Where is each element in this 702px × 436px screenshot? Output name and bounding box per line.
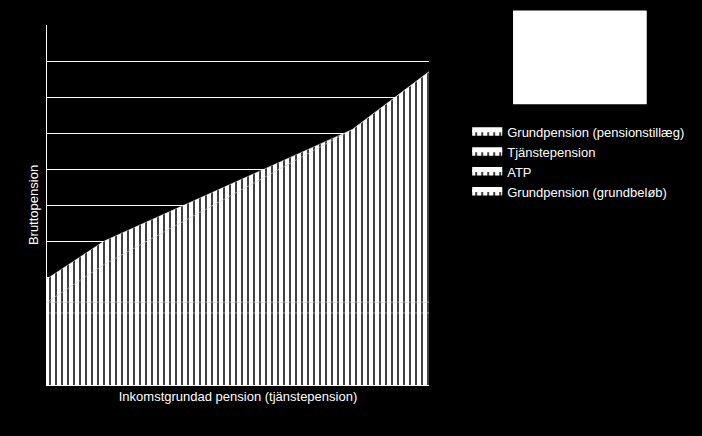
svg-text:Grundpension (pensionstillæg): Grundpension (pensionstillæg) [507,125,684,140]
svg-text:Tjänstepension: Tjänstepension [507,145,595,160]
svg-text:Grundpension (grundbeløb): Grundpension (grundbeløb) [507,185,667,200]
svg-text:Bruttopension: Bruttopension [26,165,41,245]
svg-text:Inkomstgrundad pension (tjänst: Inkomstgrundad pension (tjänstepension) [119,389,357,404]
svg-text:ATP: ATP [507,165,531,180]
